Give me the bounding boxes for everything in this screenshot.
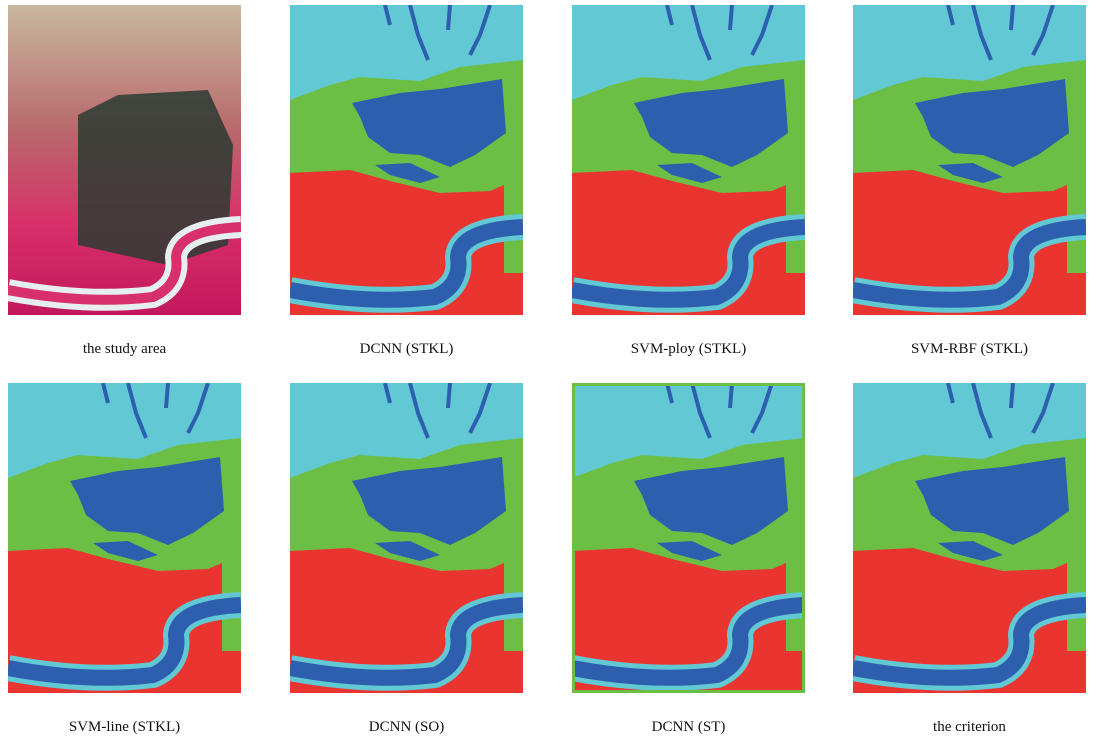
caption: SVM-RBF (STKL) xyxy=(853,341,1086,358)
panel: DCNN (SO) xyxy=(290,383,523,736)
classification-map xyxy=(853,5,1086,315)
panel: the study area xyxy=(8,5,241,358)
classification-map xyxy=(290,5,523,315)
panel: SVM-ploy (STKL) xyxy=(572,5,805,358)
study-area-image xyxy=(8,5,241,315)
caption: the criterion xyxy=(853,719,1086,736)
caption: the study area xyxy=(8,341,241,358)
panel: the criterion xyxy=(853,383,1086,736)
panel: DCNN (STKL) xyxy=(290,5,523,358)
classification-map xyxy=(853,383,1086,693)
caption: SVM-line (STKL) xyxy=(8,719,241,736)
panel: SVM-line (STKL) xyxy=(8,383,241,736)
classification-map xyxy=(8,383,241,693)
classification-map xyxy=(572,383,805,693)
classification-map xyxy=(572,5,805,315)
caption: DCNN (STKL) xyxy=(290,341,523,358)
panel: SVM-RBF (STKL) xyxy=(853,5,1086,358)
caption: SVM-ploy (STKL) xyxy=(572,341,805,358)
caption: DCNN (SO) xyxy=(290,719,523,736)
figure: the study area DCNN (STKL) SVM-ploy (STKL)… xyxy=(0,0,1096,731)
caption: DCNN (ST) xyxy=(572,719,805,736)
panel: DCNN (ST) xyxy=(572,383,805,736)
classification-map xyxy=(290,383,523,693)
